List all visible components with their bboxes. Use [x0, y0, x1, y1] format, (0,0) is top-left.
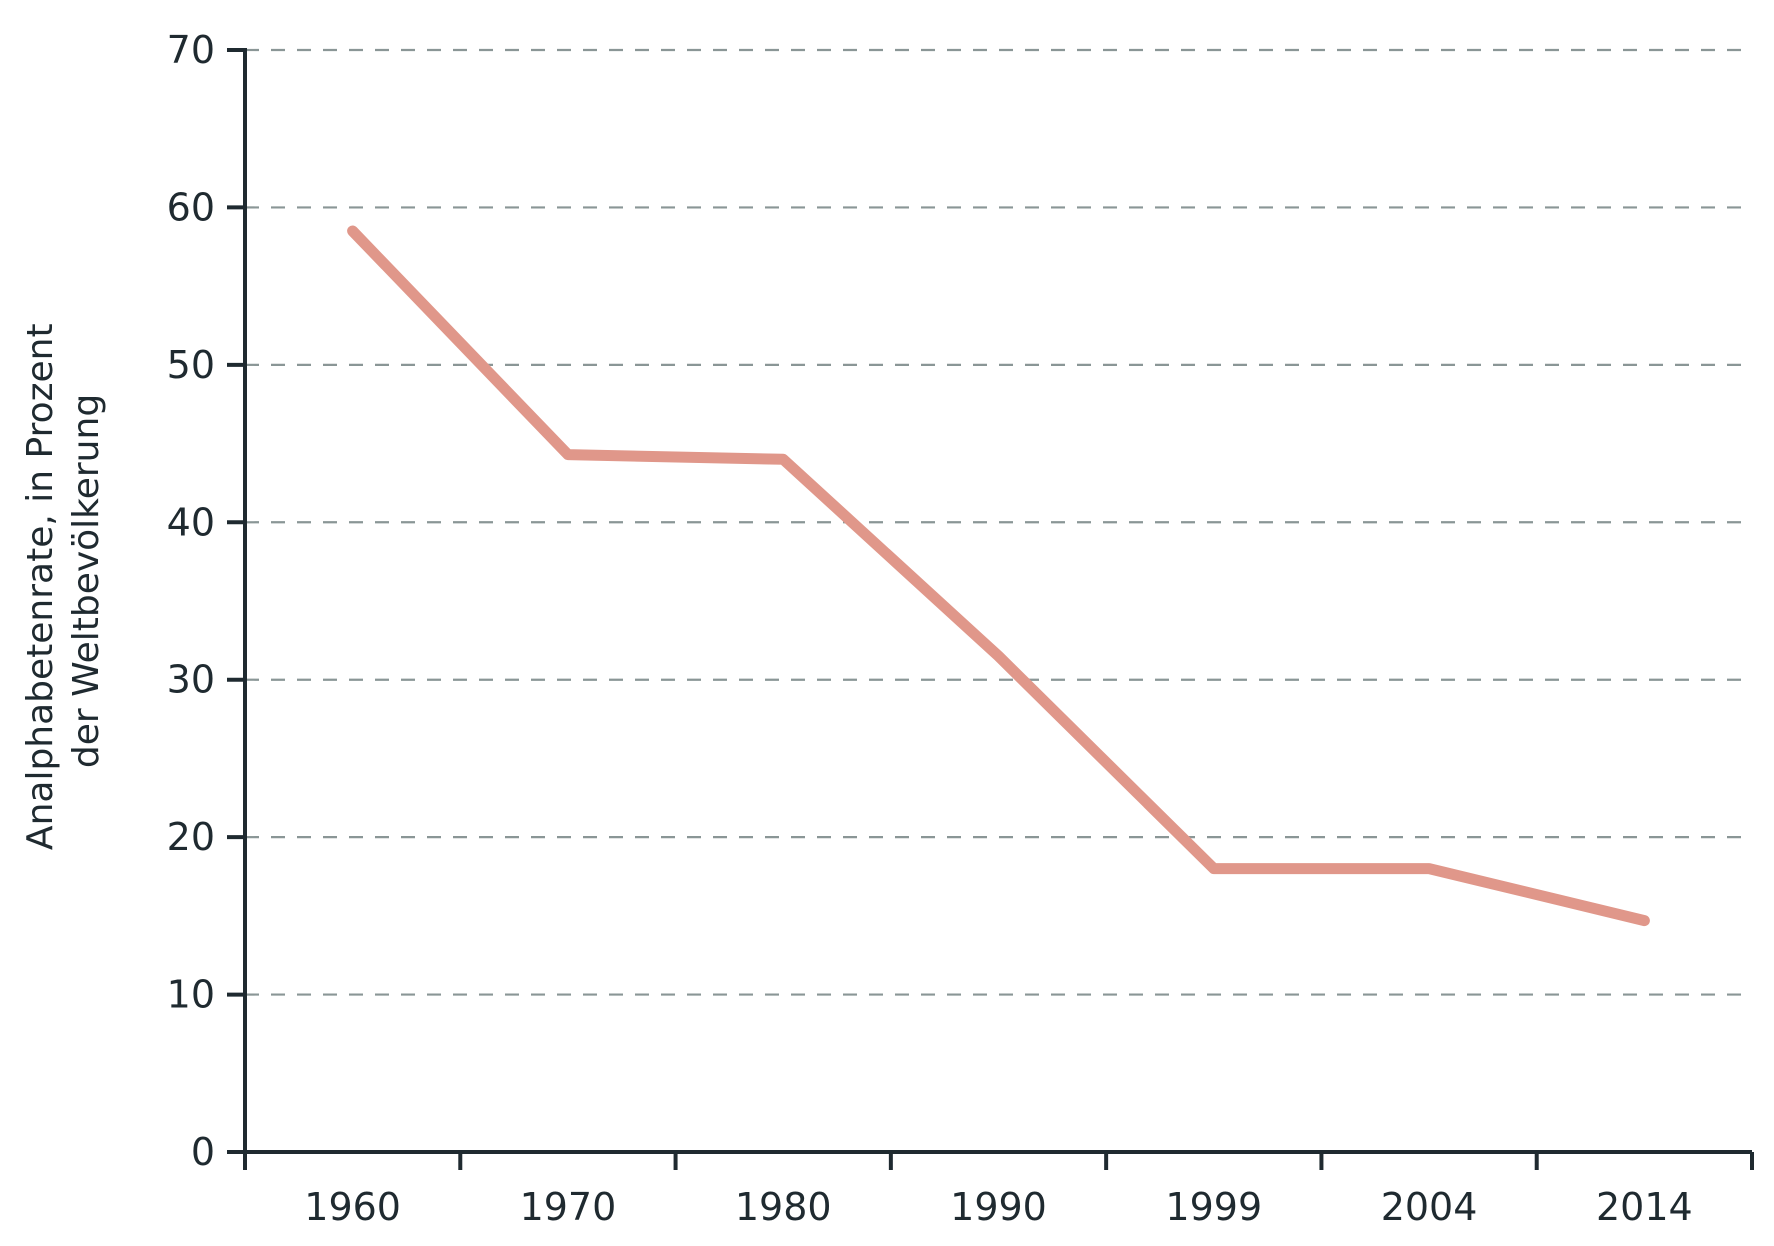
y-tick-label-70: 70 [167, 28, 215, 72]
y-tick-labels: 0 10 20 30 40 50 60 70 [167, 28, 215, 1174]
y-tick-label-50: 50 [167, 343, 215, 387]
series [347, 225, 1650, 927]
x-tick-label-1970: 1970 [520, 1185, 617, 1229]
x-tick-label-1980: 1980 [735, 1185, 832, 1229]
x-tick-label-1960: 1960 [304, 1185, 401, 1229]
gridlines [245, 48, 1752, 996]
y-axis-title-line-1: Analphabetenrate, in Prozent [20, 323, 61, 850]
x-tick-label-2004: 2004 [1381, 1185, 1478, 1229]
y-tick-label-10: 10 [167, 973, 215, 1017]
x-tick-label-2014: 2014 [1596, 1185, 1693, 1229]
y-tick-label-0: 0 [191, 1130, 215, 1174]
y-axis-title-line-2: der Weltbevölkerung [66, 394, 107, 768]
y-tick-label-40: 40 [167, 500, 215, 544]
axis-titles: Analphabetenrate, in Prozent der Weltbev… [20, 312, 107, 850]
y-tick-label-60: 60 [167, 185, 215, 229]
series-line-0 [347, 225, 1650, 927]
y-tick-label-30: 30 [167, 658, 215, 702]
x-tick-labels: 1960 1970 1980 1990 1999 2004 2014 [304, 1185, 1692, 1229]
y-tick-label-20: 20 [167, 815, 215, 859]
y-axis-title: Analphabetenrate, in Prozent der Weltbev… [20, 312, 107, 850]
axes [227, 48, 1754, 1170]
x-tick-label-1999: 1999 [1165, 1185, 1262, 1229]
x-tick-label-1990: 1990 [950, 1185, 1047, 1229]
